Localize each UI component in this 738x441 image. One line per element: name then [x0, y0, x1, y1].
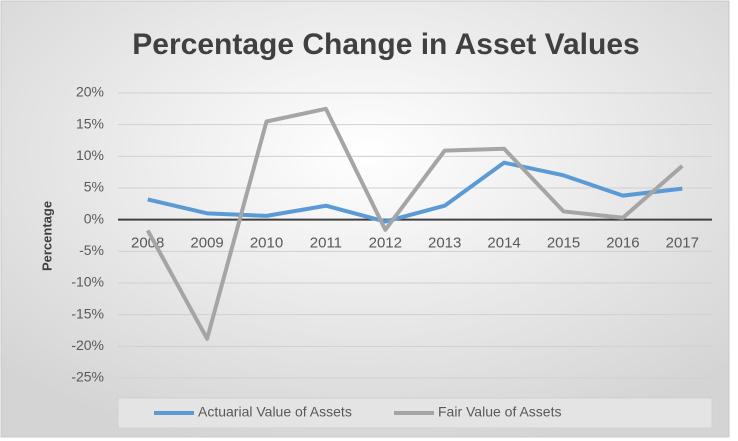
- legend-label: Actuarial Value of Assets: [198, 404, 352, 420]
- series-line: [147, 160, 683, 224]
- y-tick-label: -20%: [71, 337, 104, 353]
- x-tick-label: 2015: [547, 235, 580, 252]
- x-tick-label: 2014: [487, 235, 520, 252]
- x-tick-label: 2016: [606, 235, 639, 252]
- x-tick-label: 2013: [428, 235, 461, 252]
- y-tick-label: -10%: [71, 274, 104, 290]
- y-tick-label: -15%: [71, 305, 104, 321]
- chart-title: Percentage Change in Asset Values: [132, 28, 639, 61]
- y-tick-label: 0%: [84, 210, 104, 226]
- y-tick-label: 20%: [76, 84, 104, 100]
- x-tick-label: 2011: [310, 235, 342, 252]
- x-tick-label: 2012: [369, 235, 402, 252]
- x-tick-label: 2010: [250, 235, 283, 252]
- legend-label: Fair Value of Assets: [438, 404, 561, 420]
- y-tick-label: 5%: [84, 179, 104, 195]
- x-tick-label: 2009: [190, 235, 223, 252]
- y-axis-label: Percentage: [39, 201, 54, 271]
- y-tick-label: 10%: [76, 147, 104, 163]
- y-tick-label: -5%: [79, 242, 104, 258]
- series-line: [145, 106, 684, 341]
- y-tick-label: 15%: [76, 115, 104, 131]
- y-tick-label: -25%: [71, 369, 104, 385]
- x-tick-label: 2017: [666, 235, 699, 252]
